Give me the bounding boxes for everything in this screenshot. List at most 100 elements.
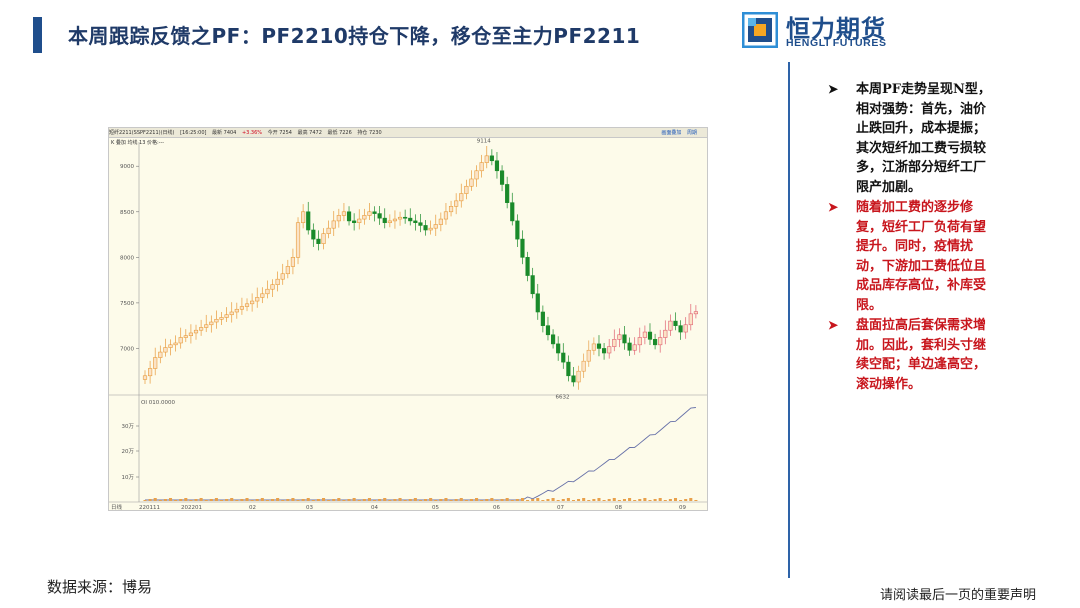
chart-header-item: 最新 7404 — [212, 130, 237, 136]
candle-body — [561, 352, 566, 363]
candle-body — [265, 288, 270, 295]
candle-body — [153, 357, 158, 369]
candle-body — [224, 314, 229, 318]
volume-bar — [322, 498, 326, 501]
volume-bar — [587, 500, 591, 501]
candle-body — [688, 313, 693, 326]
volume-bar — [296, 500, 300, 501]
candle-body — [515, 220, 520, 240]
chart-header-item: 持仓 7230 — [357, 130, 382, 136]
company-logo: 恒力期货 HENGLI FUTURES — [742, 12, 912, 52]
candle-body — [658, 337, 663, 346]
bullet-text: 本周PF走势呈现N型，相对强势：首先，油价止跌回升，成本提振；其次短纤加工费亏损… — [856, 82, 991, 195]
candle-body — [418, 222, 423, 226]
volume-bar — [628, 498, 632, 501]
candle-body — [306, 211, 311, 231]
volume-bar — [158, 500, 162, 501]
volume-bar — [342, 500, 346, 501]
volume-bar — [235, 500, 239, 501]
candle-body — [362, 215, 367, 220]
candle-body — [454, 200, 459, 207]
candle-body — [331, 220, 336, 229]
x-axis-label: 07 — [557, 505, 564, 511]
candle-body — [270, 284, 275, 290]
volume-bar — [270, 499, 275, 501]
candle-body — [382, 217, 387, 224]
candle-body — [581, 360, 586, 372]
volume-bar — [398, 498, 402, 501]
oi-tick-label: 20万 — [122, 448, 135, 455]
open-interest-line — [145, 407, 696, 501]
candle-body — [408, 217, 413, 222]
volume-bar — [306, 498, 310, 501]
volume-bar — [301, 499, 305, 501]
arrow-bullet-icon: ➤ — [828, 82, 839, 96]
x-axis-label: 日线 — [111, 503, 123, 511]
candle-body — [352, 220, 357, 224]
overlay-button[interactable]: 画面叠加 — [661, 130, 682, 136]
candle-body — [239, 306, 245, 310]
candle-body — [622, 334, 627, 344]
volume-bar — [219, 500, 224, 501]
volume-bar — [490, 498, 494, 501]
candle-body — [387, 220, 392, 224]
volume-bar — [373, 500, 377, 501]
volume-bar — [214, 498, 218, 501]
candle-body — [479, 162, 484, 172]
volume-bar — [189, 500, 193, 501]
volume-bar — [311, 500, 315, 501]
volume-bar — [383, 498, 387, 501]
candle-body — [443, 211, 449, 220]
volume-bar — [260, 498, 264, 501]
candle-body — [448, 206, 454, 213]
volume-bar — [393, 499, 397, 501]
arrow-bullet-icon: ➤ — [828, 200, 839, 214]
candle-body — [392, 218, 398, 222]
volume-bar — [515, 499, 519, 501]
volume-bar — [464, 500, 468, 501]
volume-bar — [209, 499, 213, 501]
volume-bar — [617, 500, 621, 501]
period-button[interactable]: 周期 — [686, 130, 697, 136]
x-axis-label: 04 — [371, 505, 378, 511]
volume-bar — [480, 500, 484, 501]
candle-body — [556, 343, 561, 354]
data-source: 数据来源：博易 — [47, 578, 153, 596]
volume-bar — [459, 498, 463, 501]
candlestick-chart: 9000 8500 8000 7500 7000 9114 6632 OI 010.0000 3… — [109, 138, 707, 511]
candle-body — [601, 348, 607, 354]
candle-body — [484, 155, 489, 163]
candle-body — [428, 227, 433, 231]
candle-body — [199, 327, 204, 331]
title-accent-bar — [33, 17, 42, 53]
bullet-text: 盘面拉高后套保需求增加。因此，套利头寸继续空配；单边逢高空，滚动操作。 — [856, 318, 987, 392]
chart-header-right[interactable]: 画面叠加 周期 — [661, 128, 701, 138]
volume-bar — [663, 500, 667, 501]
volume-bar — [413, 498, 417, 501]
candle-body — [576, 370, 581, 383]
candle-body — [250, 300, 255, 305]
candle-body — [571, 375, 576, 383]
candle-body — [214, 318, 219, 323]
candle-body — [193, 329, 199, 334]
candle-body — [142, 375, 148, 380]
high-annotation: 9114 — [477, 138, 491, 144]
volume-bar — [546, 499, 550, 501]
candle-body — [377, 213, 382, 219]
candle-body — [464, 185, 469, 194]
candle-body — [459, 193, 464, 202]
candle-body — [178, 337, 183, 344]
volume-bar — [168, 498, 173, 501]
low-annotation: 6632 — [555, 395, 569, 401]
volume-bar — [281, 500, 285, 501]
volume-bar — [179, 499, 183, 501]
oi-tick-label: 10万 — [122, 474, 135, 481]
candle-body — [234, 308, 239, 313]
volume-bar — [240, 499, 244, 501]
candle-body — [693, 311, 698, 315]
x-axis-label: 220111 — [139, 505, 160, 511]
volume-bar — [184, 498, 188, 501]
volume-bar — [276, 498, 280, 501]
volume-bar — [153, 498, 157, 501]
candle-body — [158, 351, 163, 358]
